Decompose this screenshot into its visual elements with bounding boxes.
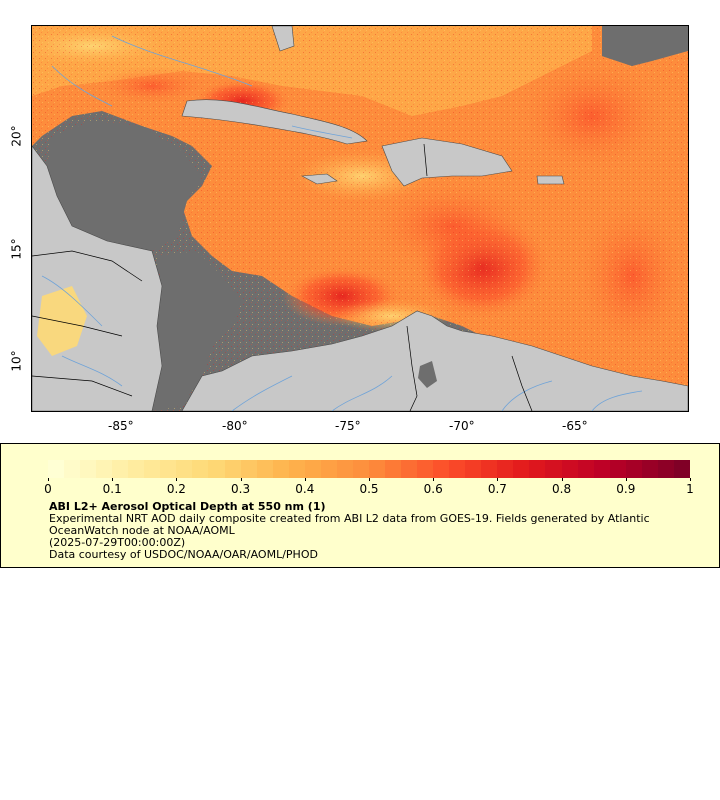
colorbar-segment (128, 460, 145, 478)
lat-label-15n: 15° (9, 238, 24, 260)
colorbar-tick-mark (497, 478, 499, 481)
colorbar-segment (96, 460, 113, 478)
colorbar-tick-label: 0.5 (359, 482, 379, 496)
colorbar-segment (144, 460, 161, 478)
lon-label-65w: -65° (562, 419, 588, 433)
no-data-regions (47, 26, 688, 411)
lon-label-80w: -80° (222, 419, 248, 433)
lat-label-10n: 10° (9, 350, 24, 372)
aod-map (31, 25, 689, 412)
colorbar-segment (160, 460, 177, 478)
colorbar-segment (561, 460, 578, 478)
aod-map-canvas (32, 26, 688, 411)
legend-panel: 0 0.1 0.2 0.3 0.4 0.5 0.6 0.7 0.8 0.9 1 ABI L2+ Ae… (0, 443, 720, 568)
colorbar-segment (64, 460, 81, 478)
colorbar-segment (48, 460, 65, 478)
colorbar-tick-label: 0.6 (423, 482, 443, 496)
colorbar-tick-mark (176, 478, 178, 481)
colorbar-tick-label: 0.9 (616, 482, 636, 496)
colorbar-tick-mark (625, 478, 627, 481)
legend-time: (2025-07-29T00:00:00Z) (49, 536, 186, 549)
colorbar-segment (497, 460, 514, 478)
colorbar-segment (368, 460, 385, 478)
colorbar-tick-label: 0.2 (166, 482, 186, 496)
colorbar-segment (433, 460, 450, 478)
colorbar-segment (673, 460, 690, 478)
colorbar-segment (401, 460, 418, 478)
colorbar-segment (224, 460, 241, 478)
colorbar-segment (593, 460, 610, 478)
colorbar-segment (529, 460, 546, 478)
lon-label-75w: -75° (335, 419, 361, 433)
colorbar-segment (625, 460, 642, 478)
colorbar-segment (352, 460, 369, 478)
colorbar-tick-mark (48, 478, 49, 481)
lon-label-85w: -85° (108, 419, 134, 433)
colorbar-tick-label: 0.7 (487, 482, 507, 496)
colorbar-tick-mark (561, 478, 563, 481)
legend-description: Experimental NRT AOD daily composite cre… (49, 512, 650, 537)
colorbar-segment (256, 460, 273, 478)
colorbar-segment (609, 460, 626, 478)
colorbar-segment (417, 460, 434, 478)
colorbar-segment (240, 460, 257, 478)
colorbar-segment (288, 460, 305, 478)
colorbar-segment (577, 460, 594, 478)
colorbar-segment (513, 460, 530, 478)
rivers (41, 35, 643, 411)
colorbar-tick-mark (690, 478, 691, 481)
colorbar-tick-mark (304, 478, 306, 481)
colorbar-segment (304, 460, 321, 478)
colorbar-segment (176, 460, 193, 478)
legend-title: ABI L2+ Aerosol Optical Depth at 550 nm … (49, 500, 326, 513)
colorbar-tick-mark (369, 478, 370, 481)
colorbar-segment (112, 460, 129, 478)
colorbar-tick-mark (240, 478, 242, 481)
legend-credit: Data courtesy of USDOC/NOAA/OAR/AOML/PHO… (49, 548, 318, 561)
colorbar-tick-mark (112, 478, 114, 481)
colorbar-tick-label: 0.1 (102, 482, 122, 496)
colorbar-segment (320, 460, 337, 478)
colorbar-segment (192, 460, 209, 478)
colorbar-segment (465, 460, 482, 478)
country-borders (32, 143, 533, 411)
colorbar-segment (545, 460, 562, 478)
colorbar-segment (272, 460, 289, 478)
colorbar-segment (336, 460, 353, 478)
colorbar-tick-mark (433, 478, 435, 481)
colorbar-tick-label: 0.8 (552, 482, 572, 496)
colorbar-tick-label: 1 (686, 482, 694, 496)
land-masses (32, 26, 688, 411)
legend-text: ABI L2+ Aerosol Optical Depth at 550 nm … (49, 501, 689, 561)
colorbar-tick-label: 0 (44, 482, 52, 496)
colorbar-segment (80, 460, 97, 478)
colorbar-tick-label: 0.4 (295, 482, 315, 496)
lon-label-70w: -70° (449, 419, 475, 433)
colorbar (48, 460, 690, 478)
colorbar-segment (384, 460, 402, 478)
colorbar-segment (481, 460, 498, 478)
colorbar-segment (657, 460, 674, 478)
colorbar-segment (449, 460, 466, 478)
colorbar-segment (208, 460, 225, 478)
colorbar-tick-label: 0.3 (231, 482, 251, 496)
lat-label-20n: 20° (9, 125, 24, 147)
colorbar-segment (641, 460, 658, 478)
